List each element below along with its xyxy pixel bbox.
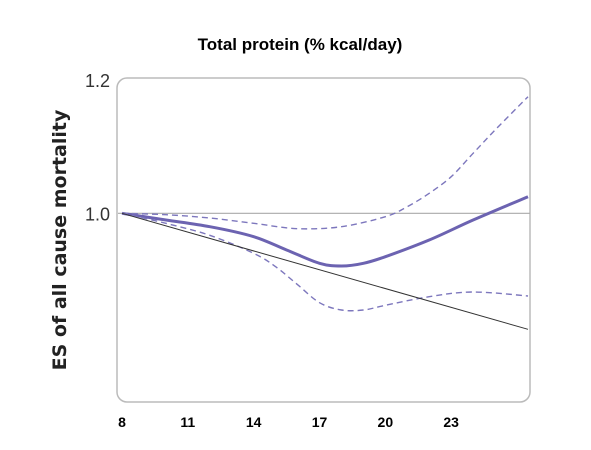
x-tick-label-5: 23 — [443, 414, 459, 430]
estimate-line — [121, 195, 529, 268]
x-tick-label-0: 8 — [118, 414, 126, 430]
series-layer — [121, 96, 529, 330]
y-tick-label-1: 1.0 — [85, 204, 110, 224]
y-axis-label: ES of all cause mortality — [49, 109, 71, 370]
plot-frame — [116, 77, 531, 403]
x-tick-label-2: 14 — [246, 414, 262, 430]
y-tick-label-0: 1.2 — [85, 71, 110, 91]
x-tick-label-1: 11 — [180, 414, 195, 430]
tick-layer: 8 11 14 17 20 23 1.2 1.0 — [85, 71, 459, 430]
x-tick-label-4: 20 — [378, 414, 394, 430]
ci-upper-line — [121, 96, 529, 230]
chart-title: Total protein (% kcal/day) — [198, 35, 403, 54]
x-tick-label-3: 17 — [312, 414, 328, 430]
trend-line — [121, 212, 529, 330]
ci-lower-line — [121, 212, 529, 312]
